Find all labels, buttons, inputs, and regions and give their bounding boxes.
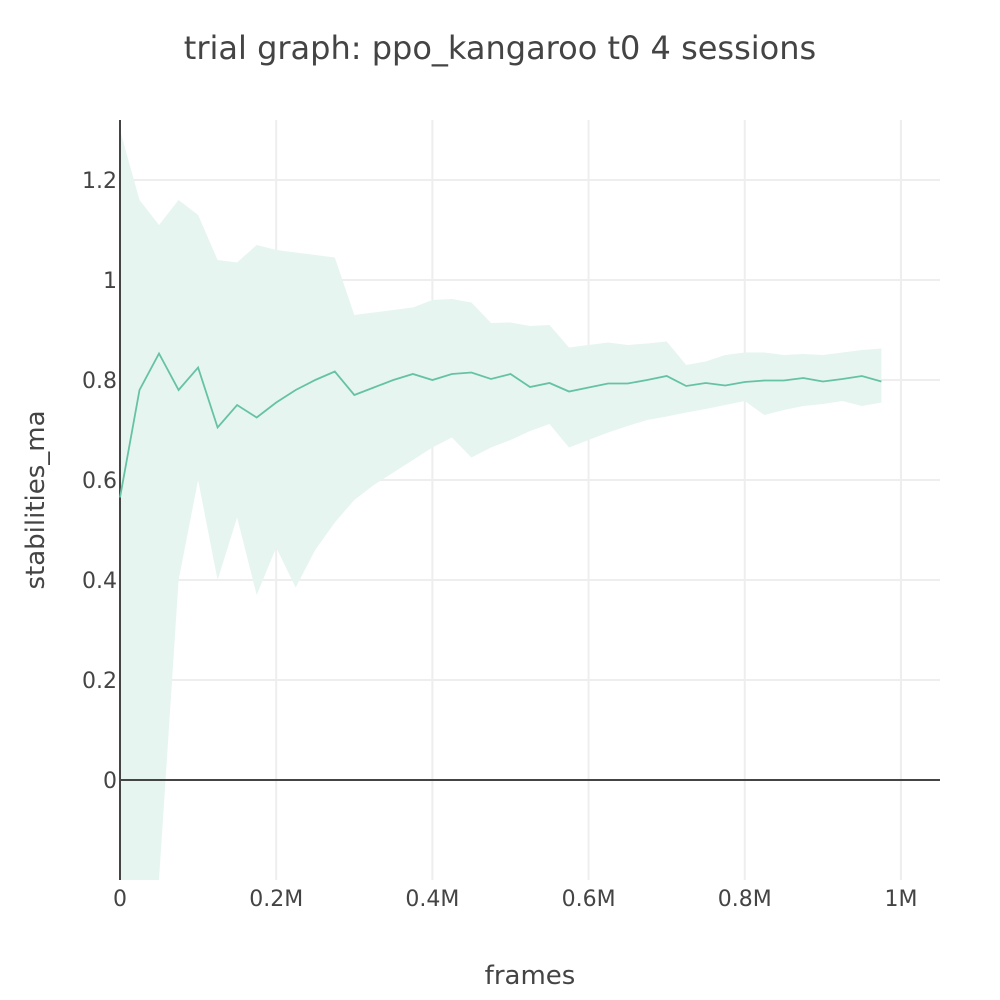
confidence-band xyxy=(120,130,882,880)
y-tick-label: 0.4 xyxy=(82,569,117,594)
y-tick-label: 0.6 xyxy=(82,469,117,494)
x-tick-label: 0.8M xyxy=(718,887,772,912)
x-tick-label: 0 xyxy=(113,887,127,912)
tick-labels: 0 0.2M 0.4M 0.6M 0.8M 1M 0 0.2 0.4 0.6 0.8 1 1.2 xyxy=(82,169,917,912)
y-axis-title: stabilities_ma xyxy=(21,410,51,589)
x-tick-label: 1M xyxy=(884,887,917,912)
x-axis-title: frames xyxy=(485,961,576,991)
y-tick-label: 1.2 xyxy=(82,169,117,194)
series-line xyxy=(119,351,882,498)
y-tick-label: 0.2 xyxy=(82,669,117,694)
chart-title: trial graph: ppo_kangaroo t0 4 sessions xyxy=(184,29,816,67)
axes xyxy=(119,120,940,880)
y-tick-label: 0 xyxy=(103,769,117,794)
x-tick-label: 0.4M xyxy=(405,887,459,912)
x-tick-label: 0.2M xyxy=(249,887,303,912)
y-tick-label: 1 xyxy=(103,269,117,294)
x-tick-label: 0.6M xyxy=(562,887,616,912)
y-tick-label: 0.8 xyxy=(82,369,117,394)
